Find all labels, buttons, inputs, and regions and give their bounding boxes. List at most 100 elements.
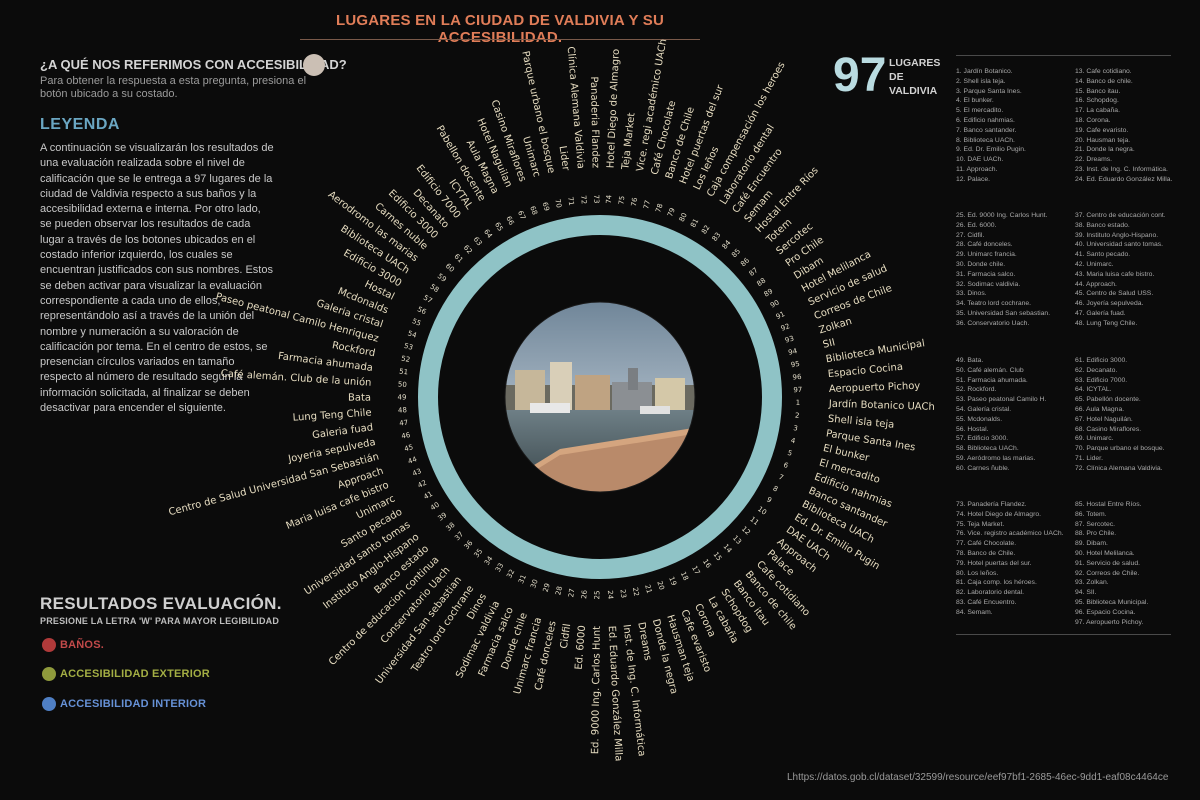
list-item: 77. Café Chocolate. (956, 540, 1017, 548)
list-item: 75. Teja Market. (956, 520, 1005, 528)
place-label[interactable]: Dreams (635, 621, 653, 661)
list-item: 15. Banco itau. (1075, 87, 1121, 95)
list-item: 45. Centro de Salud USS. (1075, 290, 1154, 298)
place-label[interactable]: Bata (348, 393, 371, 404)
place-number: 80 (678, 212, 689, 223)
list-item: 60. Carnes ñuble. (956, 464, 1010, 472)
place-label[interactable]: Teja Market (620, 112, 637, 171)
list-item: 70. Parque urbano el bosque. (1075, 445, 1165, 453)
list-item: 89. Dibam. (1075, 540, 1108, 548)
place-label[interactable]: Biblioteca Municipal (825, 338, 926, 365)
list-item: 58. Biblioteca UACh. (956, 445, 1019, 453)
place-number: 12 (740, 525, 752, 537)
place-number: 56 (416, 305, 428, 316)
list-item: 51. Farmacia ahumada. (956, 376, 1028, 384)
place-label[interactable]: Ed. 6000 (574, 625, 588, 670)
list-item: 92. Correos de Chile. (1075, 569, 1140, 577)
place-label[interactable]: Ed. Eduardo González Milla (606, 625, 625, 761)
place-number: 9 (765, 496, 773, 505)
place-label[interactable]: Jardín Botanico UACh (828, 398, 935, 413)
place-number: 53 (403, 342, 414, 352)
banos-toggle-button[interactable]: BAÑOS. (42, 638, 104, 652)
place-number: 83 (711, 231, 723, 243)
results-subtitle: PRESIONE LA LETRA 'W' PARA MAYOR LEGIBIL… (40, 616, 280, 626)
place-number: 22 (631, 587, 640, 597)
list-item: 79. Hotel puertas del sur. (956, 559, 1032, 567)
place-number: 11 (748, 515, 760, 527)
list-item: 64. ICYTAL. (1075, 386, 1112, 394)
place-label[interactable]: Hotel Diego de Almagro (606, 49, 622, 169)
accessibility-info-button[interactable] (303, 54, 325, 76)
place-label[interactable]: Rockford (331, 340, 376, 359)
place-label[interactable]: Panaderia Flandez (588, 76, 601, 168)
place-label[interactable]: Cidfil (559, 623, 573, 649)
list-item: 16. Schopdog. (1075, 97, 1119, 105)
source-url[interactable]: Lhttps://datos.gob.cl/dataset/32599/reso… (787, 772, 1169, 783)
place-number: 85 (730, 247, 742, 259)
place-number: 65 (493, 221, 504, 233)
places-index-column: 37. Centro de educación cont. 38. Banco e… (1075, 211, 1166, 329)
places-ring (418, 215, 782, 579)
list-item: 17. La cabaña. (1075, 107, 1120, 115)
exterior-label: ACCESIBILIDAD EXTERIOR (60, 668, 210, 680)
list-item: 81. Caja comp. los héroes. (956, 579, 1037, 587)
place-number: 17 (690, 564, 701, 576)
place-number: 43 (411, 467, 422, 478)
place-label[interactable]: Espacio Cocina (827, 362, 903, 380)
list-item: 63. Edificio 7000. (1075, 376, 1128, 384)
place-number: 60 (444, 262, 456, 274)
list-item: 44. Approach. (1075, 280, 1117, 288)
place-label[interactable]: Ed. 9000 Ing. Carlos Hunt (590, 626, 603, 754)
place-number: 89 (763, 287, 775, 298)
place-number: 1 (796, 399, 801, 407)
list-item: 48. Lung Teng Chile. (1075, 319, 1138, 327)
place-number: 45 (403, 443, 414, 453)
interior-toggle-button[interactable]: ACCESIBILIDAD INTERIOR (42, 697, 206, 711)
place-number: 41 (422, 490, 434, 501)
place-number: 90 (769, 298, 781, 309)
place-label[interactable]: SII (822, 337, 836, 350)
list-item: 82. Laboratorio dental. (956, 589, 1025, 597)
place-number: 62 (462, 244, 474, 256)
place-number: 42 (416, 479, 428, 490)
place-number: 31 (517, 574, 528, 585)
list-item: 29. Unimarc francia. (956, 251, 1017, 259)
place-number: 40 (429, 501, 441, 513)
question-text: Para obtener la respuesta a esta pregunt… (40, 75, 307, 100)
list-item: 20. Hausman teja. (1075, 136, 1131, 144)
place-label[interactable]: Aeropuerto Pichoy (829, 381, 921, 395)
place-number: 13 (731, 534, 743, 546)
list-item: 27. Cidfil. (956, 231, 985, 239)
place-label[interactable]: Parque urbano el bosque (519, 50, 556, 174)
places-index-column: 25. Ed. 9000 Ing. Carlos Hunt. 26. Ed. 60… (956, 211, 1050, 329)
place-label[interactable]: Lung Teng Chile (292, 407, 372, 423)
places-count: 97 (833, 49, 887, 102)
place-number: 54 (407, 329, 418, 340)
place-number: 6 (782, 461, 789, 470)
list-item: 5. El mercadito. (956, 107, 1004, 115)
place-label[interactable]: Lider (557, 145, 572, 172)
place-number: 97 (793, 386, 802, 394)
exterior-toggle-button[interactable]: ACCESIBILIDAD EXTERIOR (42, 667, 210, 681)
list-item: 37. Centro de educación cont. (1075, 212, 1166, 219)
place-label[interactable]: Shell isla teja (827, 414, 894, 431)
list-item: 2. Shell isla teja. (956, 77, 1006, 85)
list-item: 73. Panadería Flandez. (956, 501, 1027, 508)
place-number: 59 (436, 272, 448, 284)
place-number: 7 (777, 473, 784, 482)
list-item: 3. Parque Santa Ines. (956, 87, 1022, 95)
list-item: 34. Teatro lord cochrane. (956, 300, 1032, 308)
place-number: 74 (605, 194, 613, 204)
list-item: 54. Galería cristal. (956, 405, 1012, 413)
place-number: 72 (579, 195, 588, 205)
center-photo (505, 302, 695, 492)
place-number: 88 (755, 276, 767, 288)
list-item: 36. Conservatorio Uach. (956, 319, 1030, 327)
place-number: 37 (453, 530, 465, 542)
list-item: 91. Servicio de salud. (1075, 559, 1140, 567)
banos-dot-icon (42, 638, 56, 652)
place-number: 86 (739, 256, 751, 268)
list-item: 22. Dreams. (1075, 156, 1113, 164)
list-item: 30. Donde chile. (956, 260, 1006, 268)
